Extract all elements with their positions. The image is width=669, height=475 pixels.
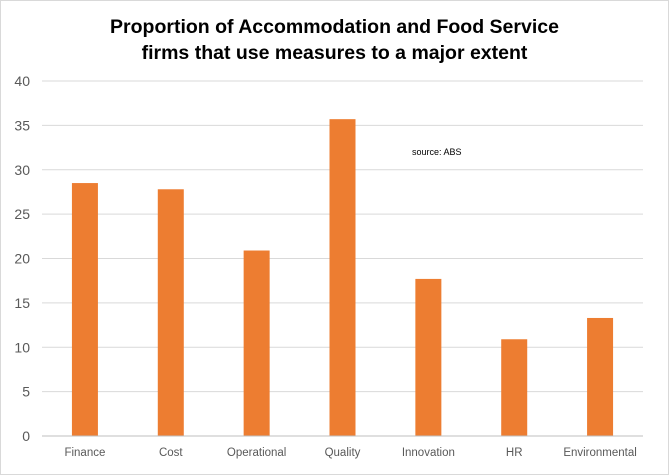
bar-innovation (415, 278, 442, 436)
source-annotation: source: ABS (412, 147, 462, 157)
bar-finance (71, 183, 98, 436)
y-tick-label-15: 15 (14, 295, 30, 311)
x-tick-label-finance: Finance (64, 447, 105, 459)
y-tick-label-5: 5 (22, 384, 30, 400)
bar-quality (329, 119, 356, 436)
y-tick-label-20: 20 (14, 251, 30, 267)
x-tick-label-innovation: Innovation (402, 447, 455, 459)
y-tick-label-35: 35 (14, 117, 30, 133)
x-tick-label-cost: Cost (159, 447, 183, 459)
bar-cost (157, 189, 184, 436)
y-tick-label-30: 30 (14, 162, 30, 178)
y-tick-label-40: 40 (14, 73, 30, 89)
bar-operational (243, 250, 270, 436)
x-tick-label-operational: Operational (227, 447, 286, 459)
bar-hr (501, 339, 528, 436)
x-tick-label-hr: HR (506, 447, 523, 459)
chart-title: Proportion of Accommodation and Food Ser… (0, 14, 669, 66)
chart-title-line-2: firms that use measures to a major exten… (141, 42, 528, 64)
chart-title-line-1: Proportion of Accommodation and Food Ser… (110, 16, 559, 38)
bars (71, 119, 614, 436)
y-axis-tick-labels: 0 5 10 15 20 25 30 35 40 (14, 73, 30, 444)
x-tick-label-quality: Quality (325, 447, 361, 459)
bar-environmental (587, 317, 614, 436)
y-tick-label-0: 0 (22, 428, 30, 444)
y-tick-label-25: 25 (14, 206, 30, 222)
x-axis-tick-labels: Finance Cost Operational Quality Innovation H… (64, 447, 636, 459)
y-tick-label-10: 10 (14, 339, 30, 355)
x-tick-label-environmental: Environmental (563, 447, 637, 459)
